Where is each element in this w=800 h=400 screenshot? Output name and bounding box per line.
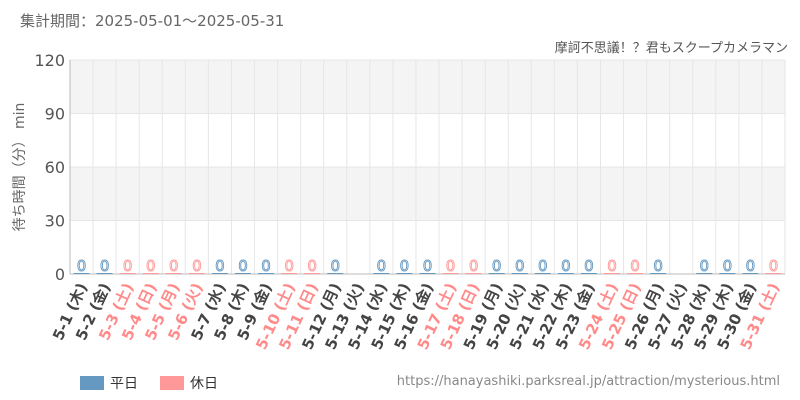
bar (580, 273, 597, 274)
y-axis-label: 待ち時間（分） min (12, 103, 28, 232)
y-tick-label: 0 (55, 265, 65, 284)
bar (765, 273, 782, 274)
bar-value-label: 0 (515, 257, 525, 275)
bar (281, 273, 298, 274)
bar (604, 273, 621, 274)
bar-value-label: 0 (400, 257, 410, 275)
bar-value-label: 0 (630, 257, 640, 275)
bar (534, 273, 551, 274)
period-label: 集計期間：2025-05-01～2025-05-31 (20, 12, 285, 30)
legend-weekday-swatch (80, 376, 104, 390)
bar-value-label: 0 (261, 257, 271, 275)
bar (465, 273, 482, 274)
bar-value-label: 0 (746, 257, 756, 275)
bar (419, 273, 436, 274)
bar-value-label: 0 (423, 257, 433, 275)
chart-legend: 平日 休日 (80, 373, 232, 393)
y-tick-label: 30 (45, 212, 65, 231)
bar (373, 273, 390, 274)
legend-holiday-label: 休日 (190, 376, 218, 392)
bar-value-label: 0 (446, 257, 456, 275)
legend-holiday: 休日 (160, 373, 218, 393)
bar-value-label: 0 (377, 257, 387, 275)
bar-value-label: 0 (238, 257, 248, 275)
bar (304, 273, 321, 274)
bar (396, 273, 413, 274)
bar (442, 273, 459, 274)
bar (511, 273, 528, 274)
source-url: https://hanayashiki.parksreal.jp/attract… (396, 374, 780, 389)
bar (96, 273, 113, 274)
bar (188, 273, 205, 274)
bar-value-label: 0 (769, 257, 779, 275)
legend-weekday-label: 平日 (110, 376, 138, 392)
bar-value-label: 0 (215, 257, 225, 275)
bar-value-label: 0 (561, 257, 571, 275)
bar (211, 273, 228, 274)
bar-value-label: 0 (492, 257, 502, 275)
bar (142, 273, 159, 274)
bar (119, 273, 136, 274)
legend-weekday: 平日 (80, 373, 138, 393)
bar-value-label: 0 (307, 257, 317, 275)
bar (650, 273, 667, 274)
bar-value-label: 0 (192, 257, 202, 275)
bar-value-label: 0 (284, 257, 294, 275)
bar (719, 273, 736, 274)
bar (165, 273, 182, 274)
bar-value-label: 0 (330, 257, 340, 275)
bar-value-label: 0 (469, 257, 479, 275)
attraction-name: 摩訶不思議！？君もスクープカメラマン (554, 41, 788, 56)
bar-value-label: 0 (607, 257, 617, 275)
bar-value-label: 0 (584, 257, 594, 275)
bar (696, 273, 713, 274)
bar-value-label: 0 (700, 257, 710, 275)
bar-value-label: 0 (653, 257, 663, 275)
bar (73, 273, 90, 274)
grid-band (70, 60, 785, 114)
legend-holiday-swatch (160, 376, 184, 390)
bar-value-label: 0 (538, 257, 548, 275)
bar-value-label: 0 (146, 257, 156, 275)
bar (234, 273, 251, 274)
bar-value-label: 0 (723, 257, 733, 275)
y-tick-label: 120 (34, 51, 65, 70)
bar (258, 273, 275, 274)
bar (557, 273, 574, 274)
bar-value-label: 0 (100, 257, 110, 275)
bar (742, 273, 759, 274)
bar (327, 273, 344, 274)
grid-band (70, 167, 785, 221)
bar (627, 273, 644, 274)
bar-value-label: 0 (77, 257, 87, 275)
y-tick-label: 60 (45, 158, 65, 177)
bar-value-label: 0 (123, 257, 133, 275)
y-tick-label: 90 (45, 105, 65, 124)
bar (488, 273, 505, 274)
bar-value-label: 0 (169, 257, 179, 275)
